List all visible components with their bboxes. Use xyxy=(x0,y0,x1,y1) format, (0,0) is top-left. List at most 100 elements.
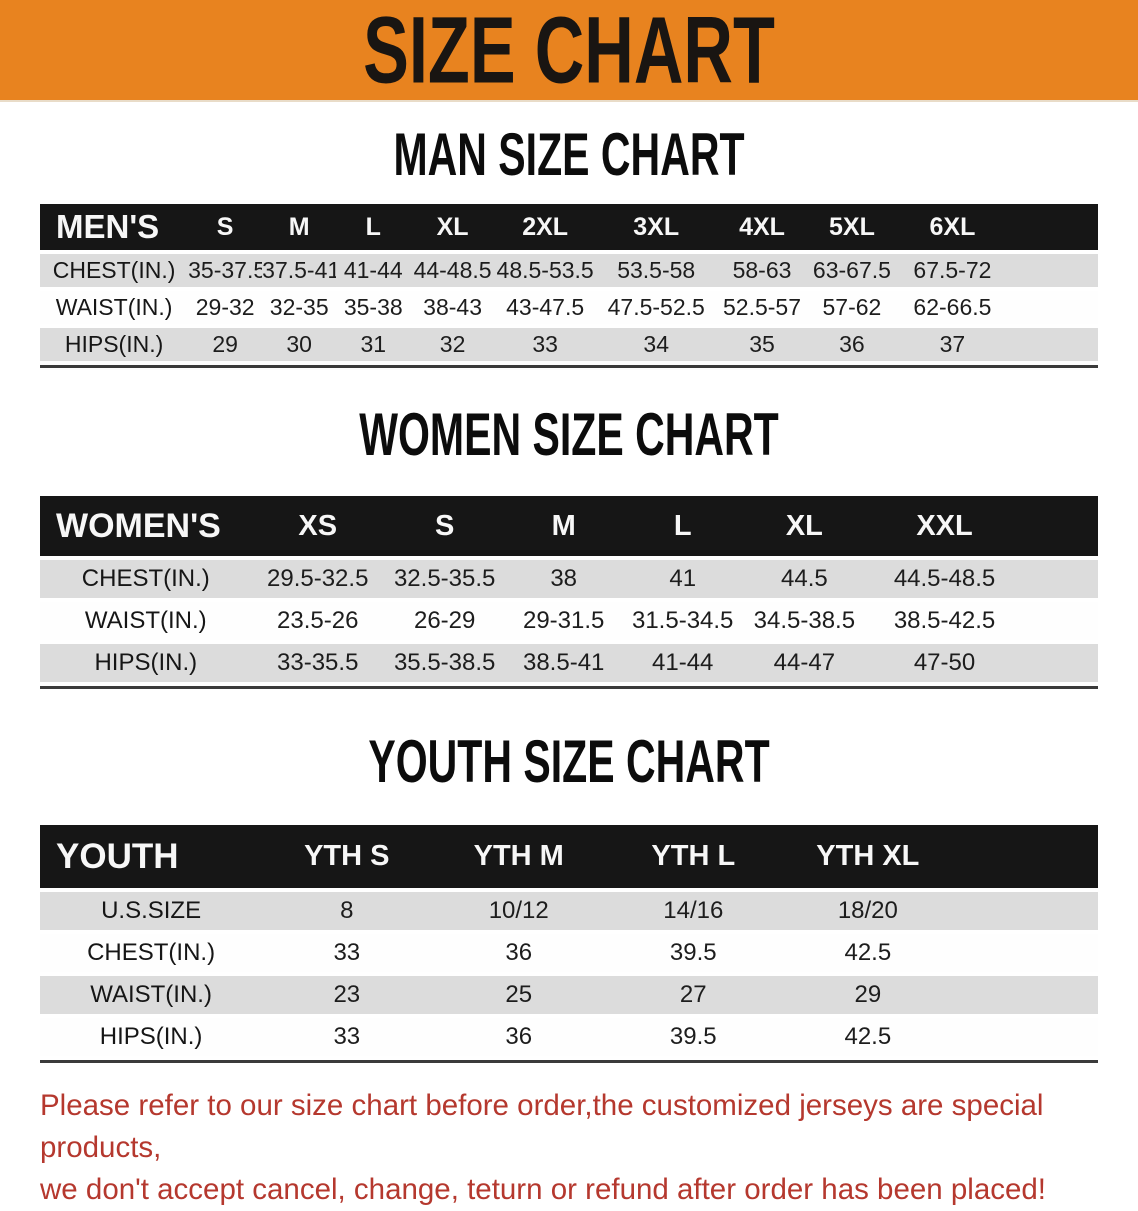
size-value-cell: 41-44 xyxy=(336,254,411,287)
size-value-cell: 18/20 xyxy=(780,892,956,930)
size-value-cell: 38 xyxy=(505,560,622,598)
youth-size-table: YOUTH YTH S YTH M YTH L YTH XL U.S.SIZE … xyxy=(40,821,1098,1063)
size-value-cell: 44.5 xyxy=(743,560,866,598)
size-column-header: YTH XL xyxy=(780,825,956,888)
youth-header-row: YOUTH YTH S YTH M YTH L YTH XL xyxy=(40,825,1098,888)
size-value-cell: 38-43 xyxy=(410,291,495,324)
size-value-cell: 38.5-41 xyxy=(505,644,622,682)
row-label: U.S.SIZE xyxy=(40,892,263,930)
youth-size-chart-heading: YOUTH SIZE CHART xyxy=(0,728,1138,795)
size-value-cell: 26-29 xyxy=(383,602,506,640)
mens-hips-row: HIPS(IN.) 29 30 31 32 33 34 35 36 37 xyxy=(40,328,1098,361)
size-column-header: L xyxy=(621,496,744,556)
size-column-header: 6XL xyxy=(896,204,1008,250)
size-value-cell: 39.5 xyxy=(606,1018,781,1056)
womens-header-row: WOMEN'S XS S M L XL XXL xyxy=(40,496,1098,556)
size-value-cell: 33 xyxy=(262,1018,432,1056)
size-value-cell: 33 xyxy=(262,934,432,972)
mens-table-label: MEN'S xyxy=(40,204,189,250)
size-value-cell: 35 xyxy=(717,328,807,361)
mens-chest-row: CHEST(IN.) 35-37.5 37.5-41 41-44 44-48.5… xyxy=(40,254,1098,287)
row-label: HIPS(IN.) xyxy=(40,644,252,682)
size-value-cell: 32 xyxy=(410,328,495,361)
size-value-cell: 37 xyxy=(896,328,1008,361)
row-label: CHEST(IN.) xyxy=(40,560,252,598)
size-value-cell: 23 xyxy=(262,976,432,1014)
size-value-cell: 47.5-52.5 xyxy=(595,291,718,324)
man-size-chart-heading-text: MAN SIZE CHART xyxy=(393,121,745,189)
size-value-cell: 29-31.5 xyxy=(505,602,622,640)
size-value-cell: 42.5 xyxy=(780,934,956,972)
row-label: HIPS(IN.) xyxy=(40,1018,263,1056)
mens-header-row: MEN'S S M L XL 2XL 3XL 4XL 5XL 6XL xyxy=(40,204,1098,250)
size-value-cell: 29-32 xyxy=(188,291,263,324)
womens-hips-row: HIPS(IN.) 33-35.5 35.5-38.5 38.5-41 41-4… xyxy=(40,644,1098,682)
size-value-cell: 35-37.5 xyxy=(188,254,263,287)
womens-table-label: WOMEN'S xyxy=(40,496,252,556)
size-column-header: XS xyxy=(251,496,384,556)
youth-waist-row: WAIST(IN.) 23 25 27 29 xyxy=(40,976,1098,1014)
spacer-cell xyxy=(1007,204,1098,250)
spacer-cell xyxy=(1007,291,1098,324)
size-column-header: XL xyxy=(743,496,866,556)
size-value-cell: 41 xyxy=(621,560,744,598)
size-value-cell: 31.5-34.5 xyxy=(621,602,744,640)
spacer-cell xyxy=(1007,328,1098,361)
size-value-cell: 8 xyxy=(262,892,432,930)
size-value-cell: 38.5-42.5 xyxy=(865,602,1024,640)
size-value-cell: 36 xyxy=(431,1018,606,1056)
size-column-header: 3XL xyxy=(595,204,718,250)
spacer-cell xyxy=(955,1018,1098,1056)
size-column-header: YTH S xyxy=(262,825,432,888)
disclaimer-note: Please refer to our size chart before or… xyxy=(40,1085,1100,1211)
size-value-cell: 35.5-38.5 xyxy=(383,644,506,682)
youth-size-chart-heading-text: YOUTH SIZE CHART xyxy=(368,728,770,796)
youth-hips-row: HIPS(IN.) 33 36 39.5 42.5 xyxy=(40,1018,1098,1056)
spacer-cell xyxy=(1007,254,1098,287)
size-column-header: 4XL xyxy=(717,204,807,250)
size-value-cell: 14/16 xyxy=(606,892,781,930)
size-chart-banner: SIZE CHART xyxy=(0,0,1138,103)
size-column-header: S xyxy=(188,204,263,250)
size-value-cell: 25 xyxy=(431,976,606,1014)
size-column-header: XL xyxy=(410,204,495,250)
size-value-cell: 27 xyxy=(606,976,781,1014)
size-value-cell: 35-38 xyxy=(336,291,411,324)
size-column-header: YTH L xyxy=(606,825,781,888)
size-value-cell: 44-47 xyxy=(743,644,866,682)
size-value-cell: 33 xyxy=(494,328,596,361)
size-value-cell: 29.5-32.5 xyxy=(251,560,384,598)
size-value-cell: 62-66.5 xyxy=(896,291,1008,324)
size-value-cell: 29 xyxy=(188,328,263,361)
row-label: CHEST(IN.) xyxy=(40,254,189,287)
womens-waist-row: WAIST(IN.) 23.5-26 26-29 29-31.5 31.5-34… xyxy=(40,602,1098,640)
mens-size-table: MEN'S S M L XL 2XL 3XL 4XL 5XL 6XL CHEST… xyxy=(40,200,1098,368)
row-label: CHEST(IN.) xyxy=(40,934,263,972)
spacer-cell xyxy=(1023,496,1098,556)
women-size-chart-heading-text: WOMEN SIZE CHART xyxy=(359,401,779,469)
size-value-cell: 57-62 xyxy=(806,291,897,324)
spacer-cell xyxy=(955,976,1098,1014)
size-value-cell: 67.5-72 xyxy=(896,254,1008,287)
size-value-cell: 37.5-41 xyxy=(262,254,337,287)
size-value-cell: 31 xyxy=(336,328,411,361)
size-value-cell: 44-48.5 xyxy=(410,254,495,287)
youth-ussize-row: U.S.SIZE 8 10/12 14/16 18/20 xyxy=(40,892,1098,930)
size-value-cell: 32.5-35.5 xyxy=(383,560,506,598)
size-column-header: M xyxy=(505,496,622,556)
size-value-cell: 44.5-48.5 xyxy=(865,560,1024,598)
size-value-cell: 34 xyxy=(595,328,718,361)
youth-table-label: YOUTH xyxy=(40,825,263,888)
row-label: WAIST(IN.) xyxy=(40,602,252,640)
row-label: HIPS(IN.) xyxy=(40,328,189,361)
women-size-chart-heading: WOMEN SIZE CHART xyxy=(0,401,1138,468)
size-value-cell: 42.5 xyxy=(780,1018,956,1056)
disclaimer-line-1: Please refer to our size chart before or… xyxy=(40,1089,1044,1164)
womens-size-table: WOMEN'S XS S M L XL XXL CHEST(IN.) 29.5-… xyxy=(40,492,1098,689)
size-value-cell: 39.5 xyxy=(606,934,781,972)
size-value-cell: 47-50 xyxy=(865,644,1024,682)
size-column-header: 2XL xyxy=(494,204,596,250)
youth-chest-row: CHEST(IN.) 33 36 39.5 42.5 xyxy=(40,934,1098,972)
mens-waist-row: WAIST(IN.) 29-32 32-35 35-38 38-43 43-47… xyxy=(40,291,1098,324)
size-column-header: 5XL xyxy=(806,204,897,250)
